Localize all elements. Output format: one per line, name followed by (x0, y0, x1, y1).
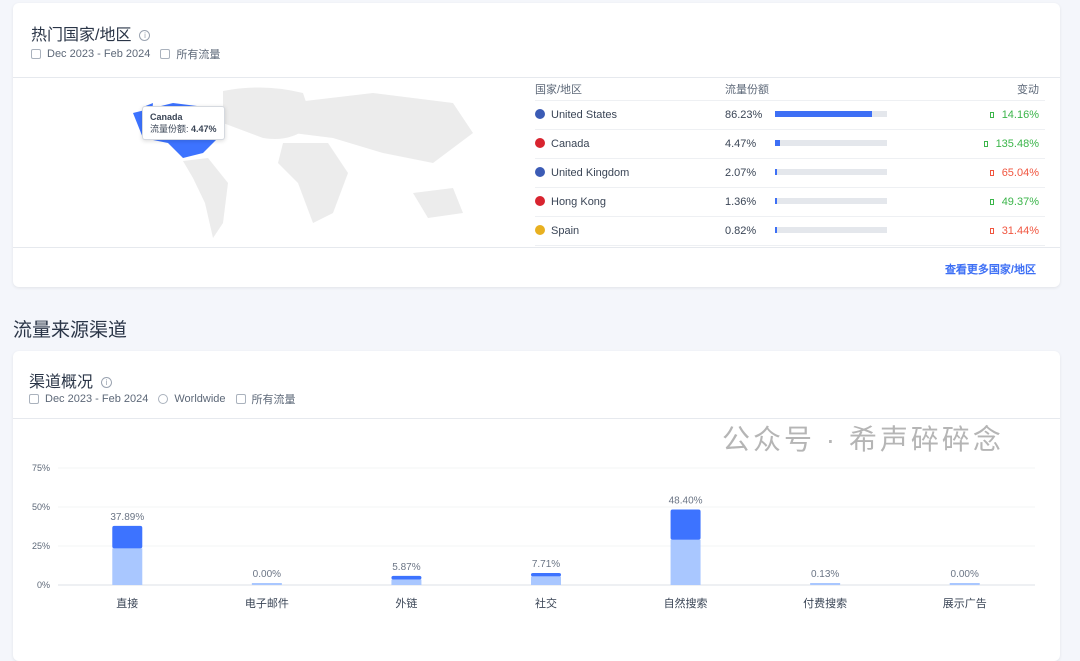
globe-icon (158, 394, 169, 404)
bar-segment (251, 583, 282, 585)
map-eurasia (288, 93, 473, 163)
y-tick-label: 75% (32, 463, 50, 473)
change-cell: 65.04% (925, 158, 1045, 188)
bar-segment (949, 583, 980, 585)
y-tick-label: 25% (32, 541, 50, 551)
change-cell: 49.37% (925, 187, 1045, 217)
channels-card: 渠道概况 i Dec 2023 - Feb 2024 Worldwide 所有流量 (13, 351, 1060, 661)
bar-segment (670, 509, 701, 540)
flag-icon (535, 224, 545, 235)
arrow-down-icon (989, 227, 994, 234)
data-label: 37.89% (110, 512, 144, 523)
share-cell: 2.07% (725, 158, 925, 188)
x-tick-label: 电子邮件 (245, 597, 289, 610)
x-tick-label: 自然搜索 (664, 596, 708, 610)
share-bar (775, 197, 887, 204)
bar-segment (670, 539, 701, 585)
change-cell: 31.44% (925, 216, 1045, 246)
flag-icon (535, 137, 545, 148)
share-bar (775, 168, 887, 175)
divider (13, 418, 1060, 419)
x-tick-label: 外链 (395, 596, 417, 610)
devices-icon (235, 394, 246, 404)
map-australia (413, 188, 463, 218)
change-cell: 14.16% (925, 100, 1045, 130)
y-tick-label: 50% (32, 502, 50, 512)
card-meta: Dec 2023 - Feb 2024 所有流量 (31, 46, 220, 62)
arrow-down-icon (989, 169, 994, 176)
regions-table: 国家/地区 流量份额 变动 United States 86.23% 14.16… (535, 78, 1045, 246)
col-change[interactable]: 变动 (925, 78, 1045, 101)
country-cell: Spain (535, 216, 725, 246)
x-tick-label: 社交 (535, 596, 557, 610)
flag-icon (535, 108, 545, 119)
country-cell: United States (535, 100, 725, 130)
arrow-up-icon (983, 140, 988, 147)
region-row[interactable]: Spain 0.82% 31.44% (535, 216, 1045, 246)
region-row[interactable]: Canada 4.47% 135.48% (535, 129, 1045, 159)
data-label: 7.71% (532, 559, 560, 570)
calendar-icon (29, 394, 39, 404)
arrow-up-icon (989, 198, 994, 205)
y-tick-label: 0% (37, 580, 50, 590)
bar-segment (112, 548, 143, 585)
share-cell: 1.36% (725, 187, 925, 217)
share-cell: 0.82% (725, 216, 925, 246)
x-tick-label: 付费搜索 (803, 596, 847, 610)
devices-icon (160, 49, 171, 59)
arrow-up-icon (989, 111, 994, 118)
card-meta: Dec 2023 - Feb 2024 Worldwide 所有流量 (29, 391, 296, 407)
bar-segment (112, 525, 143, 549)
data-label: 5.87% (392, 562, 420, 573)
country-cell: Hong Kong (535, 187, 725, 217)
region-row[interactable]: United States 86.23% 14.16% (535, 100, 1045, 130)
card-title: 渠道概况 i (29, 368, 113, 392)
info-icon[interactable]: i (101, 377, 113, 388)
card-title: 热门国家/地区 i (31, 21, 151, 45)
flag-icon (535, 195, 545, 206)
share-cell: 4.47% (725, 129, 925, 159)
divider (13, 247, 1060, 248)
col-share[interactable]: 流量份额 (725, 78, 925, 101)
info-icon[interactable]: i (139, 30, 151, 41)
col-country[interactable]: 国家/地区 (535, 78, 725, 101)
region-row[interactable]: United Kingdom 2.07% 65.04% (535, 158, 1045, 188)
map-south-america (183, 158, 228, 238)
bar-segment (810, 583, 841, 585)
data-label: 0.00% (253, 569, 281, 580)
watermark: 公众号 · 希声碎碎念 (722, 424, 1004, 455)
divider (13, 77, 1060, 78)
calendar-icon (31, 49, 41, 59)
change-cell: 135.48% (925, 129, 1045, 159)
x-tick-label: 展示广告 (943, 597, 987, 610)
bar-segment (391, 579, 422, 585)
share-bar (775, 139, 887, 146)
flag-icon (535, 166, 545, 177)
share-bar (775, 110, 887, 117)
more-regions-link[interactable]: 查看更多国家/地区 (944, 264, 1036, 276)
map-tooltip: Canada 流量份额: 4.47% (142, 106, 225, 140)
x-tick-label: 直接 (116, 596, 138, 610)
region-row[interactable]: Hong Kong 1.36% 49.37% (535, 187, 1045, 217)
top-regions-card: 热门国家/地区 i Dec 2023 - Feb 2024 所有流量 Canada… (13, 3, 1060, 287)
bar-segment (391, 575, 422, 580)
section-title: 流量来源渠道 (13, 320, 128, 341)
share-bar (775, 226, 887, 233)
data-label: 48.40% (669, 495, 703, 506)
map-greenland (223, 87, 313, 139)
data-label: 0.00% (951, 569, 979, 580)
data-label: 0.13% (811, 569, 839, 580)
share-cell: 86.23% (725, 100, 925, 130)
bar-segment (531, 576, 561, 585)
map-africa (278, 143, 348, 223)
country-cell: United Kingdom (535, 158, 725, 188)
bar-segment (531, 572, 561, 577)
country-cell: Canada (535, 129, 725, 159)
